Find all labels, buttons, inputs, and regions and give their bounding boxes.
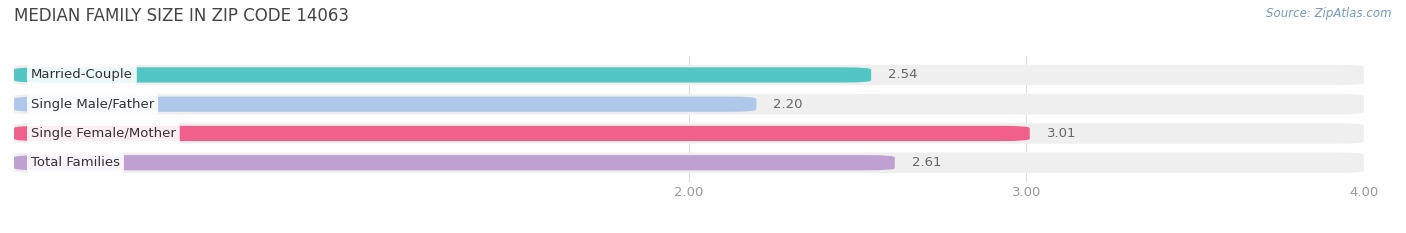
Text: Total Families: Total Families bbox=[31, 156, 120, 169]
Text: Married-Couple: Married-Couple bbox=[31, 69, 132, 82]
FancyBboxPatch shape bbox=[14, 65, 1364, 85]
FancyBboxPatch shape bbox=[14, 97, 756, 112]
FancyBboxPatch shape bbox=[14, 123, 1364, 144]
Text: MEDIAN FAMILY SIZE IN ZIP CODE 14063: MEDIAN FAMILY SIZE IN ZIP CODE 14063 bbox=[14, 7, 349, 25]
Text: Source: ZipAtlas.com: Source: ZipAtlas.com bbox=[1267, 7, 1392, 20]
FancyBboxPatch shape bbox=[14, 94, 1364, 114]
FancyBboxPatch shape bbox=[14, 155, 894, 170]
Text: 2.61: 2.61 bbox=[911, 156, 941, 169]
Text: 3.01: 3.01 bbox=[1046, 127, 1076, 140]
Text: Single Female/Mother: Single Female/Mother bbox=[31, 127, 176, 140]
Text: Single Male/Father: Single Male/Father bbox=[31, 98, 155, 111]
FancyBboxPatch shape bbox=[14, 67, 872, 82]
Text: 2.54: 2.54 bbox=[889, 69, 918, 82]
FancyBboxPatch shape bbox=[14, 126, 1029, 141]
FancyBboxPatch shape bbox=[14, 152, 1364, 173]
Text: 2.20: 2.20 bbox=[773, 98, 803, 111]
